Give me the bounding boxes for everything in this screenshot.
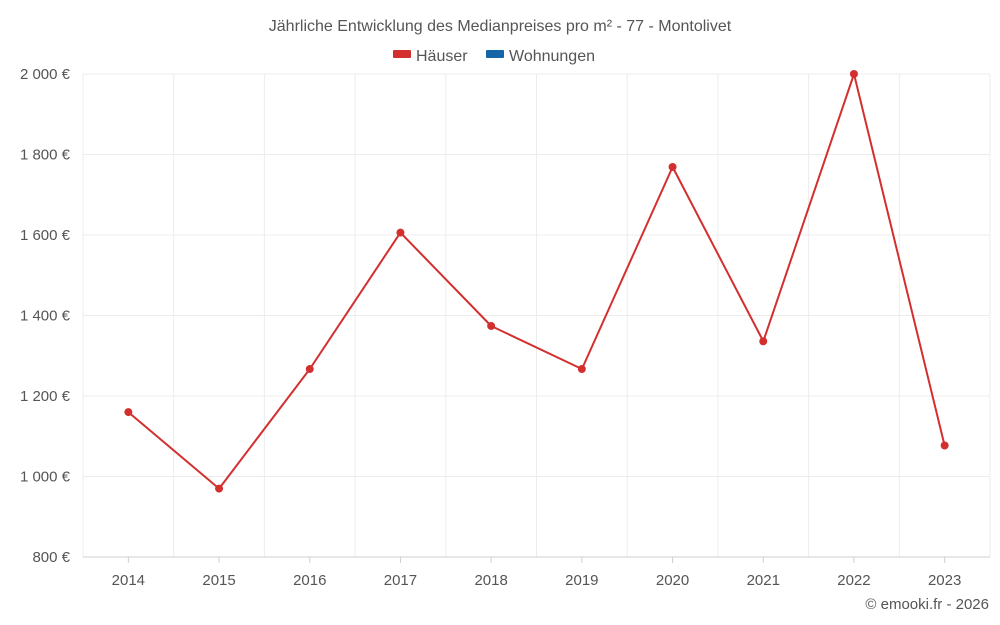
data-point[interactable] bbox=[759, 337, 768, 346]
x-tick-label: 2022 bbox=[837, 572, 870, 589]
x-tick-label: 2017 bbox=[384, 572, 417, 589]
y-tick-label: 1 600 € bbox=[20, 227, 71, 244]
data-point[interactable] bbox=[487, 321, 496, 330]
legend: Häuser Wohnungen bbox=[393, 48, 595, 65]
plot-area bbox=[124, 70, 949, 493]
y-tick-label: 1 000 € bbox=[20, 469, 71, 486]
legend-swatch-apartments bbox=[486, 50, 504, 58]
x-tick-label: 2014 bbox=[112, 572, 145, 589]
y-tick-label: 1 400 € bbox=[20, 308, 71, 325]
x-tick-label: 2015 bbox=[202, 572, 235, 589]
x-tick-label: 2021 bbox=[747, 572, 780, 589]
x-tick-label: 2016 bbox=[293, 572, 326, 589]
x-tick-label: 2023 bbox=[928, 572, 961, 589]
data-point[interactable] bbox=[215, 484, 224, 493]
data-point[interactable] bbox=[305, 365, 314, 374]
x-axis: 2014 2015 2016 2017 2018 2019 2020 2021 2022 2023 bbox=[83, 556, 990, 589]
grid bbox=[82, 73, 991, 557]
y-tick-label: 2 000 € bbox=[20, 66, 71, 83]
y-axis: 800 € 1 000 € 1 200 € 1 400 € 1 600 € 1 800 €… bbox=[20, 66, 71, 566]
credit-text: © emooki.fr - 2026 bbox=[865, 596, 989, 613]
legend-label-apartments: Wohnungen bbox=[509, 48, 595, 65]
y-tick-label: 1 200 € bbox=[20, 388, 71, 405]
legend-label-houses: Häuser bbox=[416, 48, 468, 65]
data-point[interactable] bbox=[849, 70, 858, 78]
x-tick-label: 2019 bbox=[565, 572, 598, 589]
legend-item-apartments[interactable]: Wohnungen bbox=[486, 48, 595, 65]
x-tick-label: 2020 bbox=[656, 572, 689, 589]
data-point[interactable] bbox=[577, 365, 586, 374]
series-line-0 bbox=[127, 73, 946, 490]
data-point[interactable] bbox=[668, 162, 677, 171]
y-tick-label: 800 € bbox=[32, 549, 70, 566]
legend-item-houses[interactable]: Häuser bbox=[393, 48, 468, 65]
legend-swatch-houses bbox=[393, 50, 411, 58]
data-point[interactable] bbox=[940, 441, 949, 450]
data-point[interactable] bbox=[124, 408, 133, 417]
y-tick-label: 1 800 € bbox=[20, 147, 71, 164]
data-point[interactable] bbox=[396, 228, 405, 237]
chart-title: Jährliche Entwicklung des Medianpreises … bbox=[269, 18, 732, 35]
x-tick-label: 2018 bbox=[474, 572, 507, 589]
